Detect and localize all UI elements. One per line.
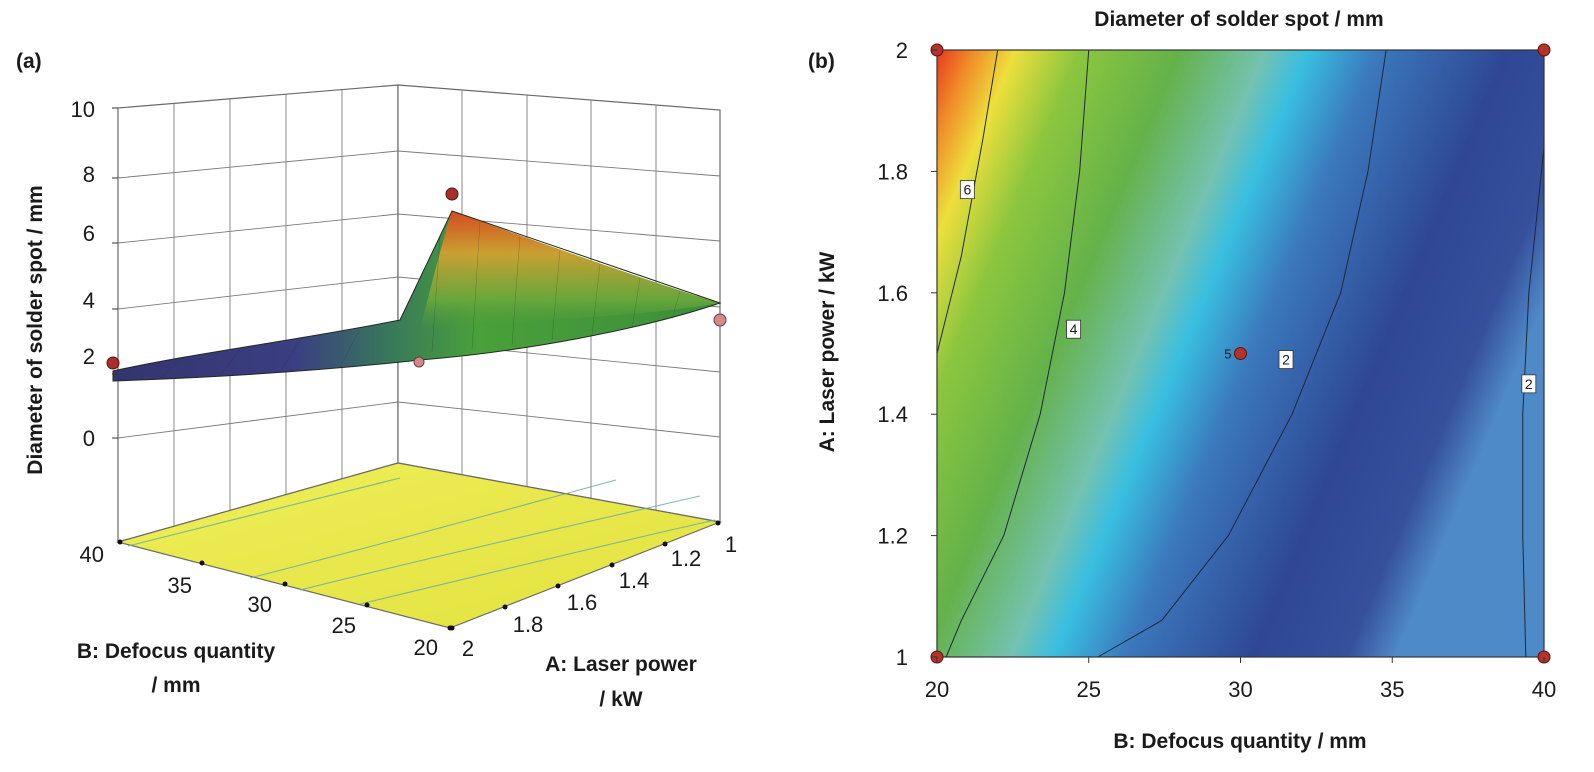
contour-label: 6 <box>963 182 971 198</box>
contour-label-box <box>1521 374 1537 394</box>
y-tick-label: 1.2 <box>877 524 908 549</box>
a-tick-label: 1 <box>725 532 737 557</box>
design-point <box>1537 43 1551 57</box>
contour-label: 2 <box>1525 376 1533 392</box>
b-axis-title-line2: / mm <box>151 674 200 697</box>
x-tick-label: 30 <box>1228 677 1252 702</box>
design-point <box>445 187 459 201</box>
a-axis-ticks: 2 1.8 1.6 1.4 1.2 1 <box>449 520 737 661</box>
x-axis-ticks: 20 25 30 35 40 <box>925 657 1556 702</box>
design-point <box>713 313 727 327</box>
z-tick-label: 0 <box>83 426 95 451</box>
b-tick-label: 20 <box>414 635 438 660</box>
contour-label: 4 <box>1070 321 1078 337</box>
z-tick-label: 10 <box>71 97 95 122</box>
a-tick-label: 2 <box>462 636 474 661</box>
surface-panel: (a) <box>16 50 737 711</box>
b-tick-label: 30 <box>248 592 272 617</box>
x-tick-label: 35 <box>1380 677 1404 702</box>
contour-label-box <box>1066 319 1081 339</box>
surface-mesh <box>159 221 681 379</box>
design-point <box>1234 347 1247 360</box>
x-tick-label: 20 <box>925 677 949 702</box>
contour-label-box <box>1278 350 1294 369</box>
a-axis-title-line2: / kW <box>599 688 642 711</box>
a-tick-label: 1.6 <box>567 590 598 615</box>
y-tick-label: 1.4 <box>877 402 908 427</box>
contour-lines <box>936 49 1545 658</box>
contour-label-box <box>959 180 975 200</box>
panel-label-b: (b) <box>808 50 835 73</box>
z-tick-label: 8 <box>83 162 95 187</box>
contour-label: 2 <box>1282 352 1290 368</box>
a-tick-label: 1.2 <box>671 546 702 571</box>
panel-label-a: (a) <box>16 50 42 73</box>
x-axis-title: B: Defocus quantity / mm <box>1113 730 1366 753</box>
z-tick-label: 2 <box>83 344 95 369</box>
b-tick-label: 35 <box>168 573 192 598</box>
contour-line <box>1522 147 1545 658</box>
design-point <box>413 356 425 368</box>
design-point-label: 5 <box>1224 347 1231 362</box>
b-tick-label: 40 <box>80 542 104 567</box>
contour-labels: 6 4 2 2 <box>959 180 1537 394</box>
back-wall-left <box>117 84 399 543</box>
x-tick-label: 40 <box>1532 677 1556 702</box>
b-axis-ticks: 40 35 30 25 20 <box>80 539 453 660</box>
b-tick-label: 25 <box>332 613 356 638</box>
chart-title: Diameter of solder spot / mm <box>1094 8 1383 31</box>
x-tick-label: 25 <box>1077 677 1101 702</box>
y-tick-label: 1.6 <box>877 281 908 306</box>
y-tick-label: 1.8 <box>877 159 908 184</box>
surface-edge <box>112 210 722 382</box>
contour-line <box>1097 49 1387 658</box>
y-axis-ticks: 1 1.2 1.4 1.6 1.8 2 <box>877 38 937 670</box>
floor-contours <box>127 477 716 605</box>
z-tick-label: 6 <box>83 221 95 246</box>
y-tick-label: 2 <box>896 38 908 63</box>
response-surface <box>112 210 722 382</box>
surface-peak <box>420 211 720 330</box>
y-axis-title: A: Laser power / kW <box>816 251 839 452</box>
contour-line <box>945 49 1090 658</box>
design-point <box>106 356 120 370</box>
z-axis-title: Diameter of solder spot / mm <box>24 185 47 474</box>
a-tick-label: 1.4 <box>619 568 650 593</box>
z-axis-ticks: 0 2 4 6 8 10 <box>71 97 118 451</box>
z-tick-label: 4 <box>83 288 95 313</box>
y-tick-label: 1 <box>896 645 908 670</box>
b-axis-title-line1: B: Defocus quantity <box>77 640 276 663</box>
a-axis-title-line1: A: Laser power <box>545 653 697 676</box>
a-tick-label: 1.8 <box>513 612 544 637</box>
